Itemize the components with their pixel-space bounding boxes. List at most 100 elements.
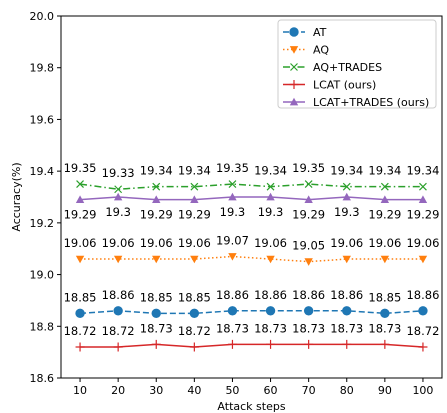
series-marker — [342, 339, 352, 349]
data-label: 18.73 — [216, 321, 249, 335]
data-label: 19.34 — [406, 164, 439, 178]
series-marker — [228, 253, 237, 261]
series-marker — [152, 195, 161, 203]
y-tick-label: 19.8 — [30, 62, 55, 75]
series-marker — [113, 255, 123, 264]
series-marker — [189, 342, 199, 352]
data-label: 19.34 — [330, 164, 363, 178]
data-label: 19.06 — [140, 236, 173, 250]
x-axis-title: Attack steps — [217, 400, 285, 413]
data-label: 19.33 — [102, 166, 135, 180]
series-marker — [152, 182, 161, 191]
y-tick-label: 19.6 — [30, 113, 55, 126]
series-marker — [75, 195, 85, 203]
series-marker — [227, 339, 237, 349]
data-label: 18.73 — [140, 321, 173, 335]
series-marker — [304, 195, 313, 203]
series-marker — [380, 195, 390, 203]
data-label: 19.06 — [178, 236, 211, 250]
series-marker — [342, 306, 352, 316]
legend-box — [277, 19, 437, 109]
data-label: 19.06 — [102, 236, 135, 250]
data-label: 19.35 — [292, 161, 325, 175]
series-marker — [380, 255, 390, 264]
series-marker — [418, 306, 428, 316]
series-marker — [151, 339, 161, 349]
series-marker — [190, 195, 199, 203]
data-label: 18.86 — [102, 288, 135, 302]
data-label: 19.34 — [178, 164, 211, 178]
data-label: 19.3 — [258, 205, 284, 219]
x-tick-label: 50 — [225, 384, 239, 397]
data-label: 19.06 — [254, 236, 287, 250]
x-tick-label: 10 — [73, 384, 87, 397]
y-tick-label: 19.0 — [30, 269, 55, 282]
y-tick-label: 19.2 — [30, 217, 55, 230]
legend-label: AQ — [313, 44, 329, 57]
series-marker — [418, 195, 428, 203]
y-tick-label: 18.8 — [30, 320, 55, 333]
data-label: 19.35 — [64, 161, 97, 175]
data-labels-layer: 18.85 18.86 18.85 18.85 18.86 18.86 18.86 18.86… — [64, 161, 440, 338]
legend-marker — [290, 63, 298, 71]
y-axis-title: Accuracy(%) — [10, 162, 23, 231]
series-marker — [380, 339, 390, 349]
data-label: 19.34 — [140, 164, 173, 178]
series-marker — [228, 192, 237, 201]
data-label: 18.85 — [368, 290, 401, 304]
series-marker — [189, 308, 200, 319]
series-marker — [342, 192, 351, 201]
legend-marker — [289, 27, 299, 37]
data-label: 19.3 — [105, 205, 131, 219]
data-label: 19.29 — [292, 208, 325, 222]
x-tick-label: 60 — [264, 384, 278, 397]
y-tick-label: 20.0 — [30, 10, 55, 23]
data-label: 18.85 — [64, 290, 97, 304]
data-label: 19.29 — [368, 208, 401, 222]
data-label: 19.06 — [330, 236, 363, 250]
series-marker — [266, 192, 275, 201]
series-marker — [304, 180, 313, 188]
series-marker — [190, 255, 199, 264]
x-tick-label: 40 — [187, 384, 201, 397]
data-label: 18.86 — [330, 288, 363, 302]
series-marker — [266, 339, 276, 349]
series-marker — [342, 182, 351, 191]
data-label: 19.29 — [140, 208, 173, 222]
series-marker — [151, 308, 161, 319]
x-tick-label: 100 — [412, 384, 433, 397]
data-label: 19.35 — [216, 161, 249, 175]
series-line — [80, 255, 423, 263]
data-label: 19.29 — [64, 208, 97, 222]
axes-layer: 10 20 30 40 50 60 70 80 90 100 18.6 18.8 19.0 19.2 19.… — [30, 10, 443, 397]
series-marker — [75, 255, 85, 264]
series-marker — [76, 180, 84, 188]
data-label: 19.29 — [406, 208, 439, 222]
series-marker — [304, 258, 313, 266]
series-marker — [113, 192, 123, 201]
legend: AT AQ AQ+TRADES LCAT (ours) LCAT+TRADES (our… — [277, 19, 437, 109]
data-label: 19.06 — [64, 236, 97, 250]
legend-label: LCAT+TRADES (ours) — [313, 96, 429, 109]
data-label: 19.06 — [406, 236, 439, 250]
series-marker — [114, 185, 123, 194]
series-marker — [380, 182, 389, 191]
series-marker — [113, 342, 123, 352]
series-marker — [303, 306, 314, 316]
series-marker — [342, 255, 351, 264]
plot-frame — [60, 15, 443, 379]
x-tick-label: 70 — [302, 384, 316, 397]
data-label: 18.73 — [330, 321, 363, 335]
series-layer — [75, 180, 428, 352]
series-marker — [190, 182, 199, 191]
series-line — [79, 183, 423, 190]
legend-label: AT — [313, 26, 327, 39]
series-marker — [418, 342, 428, 352]
data-label: 19.3 — [220, 205, 246, 219]
series-marker — [75, 308, 85, 319]
data-label: 18.73 — [254, 321, 287, 335]
series-marker — [304, 339, 314, 349]
legend-marker — [289, 46, 299, 54]
data-label: 19.05 — [292, 239, 325, 253]
data-label: 18.72 — [102, 324, 135, 338]
